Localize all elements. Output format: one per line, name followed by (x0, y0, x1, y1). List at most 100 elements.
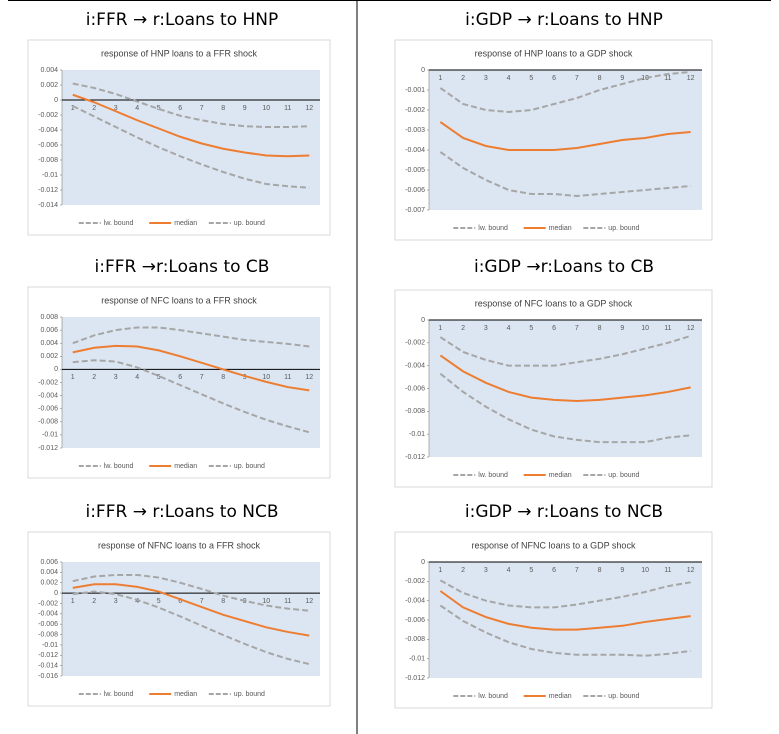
y-tick-label: -0.012 (38, 187, 58, 194)
chart-panel: i:GDP →r:Loans to CB response of NFC loan… (394, 257, 713, 488)
x-tick-label: 11 (664, 567, 671, 574)
legend-label: up. bound (608, 225, 639, 232)
legend-label: lw. bound (478, 225, 508, 232)
legend-label: lw. bound (478, 472, 508, 479)
panel-heading: i:GDP → r:Loans to HNP (465, 10, 663, 30)
y-tick-label: -0.001 (405, 87, 425, 94)
y-tick-label: -0.004 (405, 363, 425, 370)
x-tick-label: 2 (92, 105, 96, 112)
chart-panel: i:FFR →r:Loans to CB response of NFC loan… (27, 257, 331, 479)
y-tick-label: -0.01 (42, 432, 58, 439)
x-tick-label: 12 (305, 598, 313, 605)
x-tick-label: 2 (461, 567, 465, 574)
x-tick-label: 6 (552, 75, 556, 82)
y-tick-label: -0.005 (405, 167, 425, 174)
y-tick-label: 0.004 (40, 569, 58, 576)
chart-title: response of NFNC loans to a GDP shock (472, 540, 636, 550)
series-line (439, 579, 691, 609)
y-tick-label: 0.006 (40, 327, 58, 334)
legend-label: median (549, 693, 572, 700)
x-tick-label: 6 (552, 567, 556, 574)
x-tick-label: 3 (484, 75, 488, 82)
legend-label: median (549, 225, 572, 232)
series-line (72, 590, 310, 666)
x-tick-label: 11 (284, 105, 291, 112)
legend-label: median (549, 472, 572, 479)
legend-label: lw. bound (104, 691, 134, 698)
y-tick-label: -0.003 (405, 127, 425, 134)
x-tick-label: 3 (484, 325, 488, 332)
x-tick-label: 3 (114, 105, 118, 112)
legend-label: up. bound (608, 693, 639, 700)
chart-title: response of NFNC loans to a FFR shock (98, 540, 261, 550)
x-tick-label: 9 (243, 105, 247, 112)
x-tick-label: 1 (71, 598, 75, 605)
series-line (439, 335, 691, 367)
y-tick-label: 0 (54, 590, 58, 597)
y-tick-label: -0.012 (38, 445, 58, 452)
y-tick-label: -0.002 (405, 578, 425, 585)
x-tick-label: 8 (221, 598, 225, 605)
y-tick-label: -0.004 (405, 147, 425, 154)
plot-area (62, 70, 320, 205)
x-tick-label: 10 (641, 75, 649, 82)
y-tick-label: -0.012 (38, 652, 58, 659)
x-tick-label: 10 (262, 598, 270, 605)
chart-title: response of HNP loans to a FFR shock (101, 48, 257, 58)
x-tick-label: 2 (92, 598, 96, 605)
y-tick-label: 0.002 (40, 353, 58, 360)
x-tick-label: 4 (135, 598, 139, 605)
x-tick-label: 11 (664, 75, 671, 82)
panel-heading: i:FFR →r:Loans to CB (95, 257, 270, 277)
legend-label: median (174, 220, 197, 227)
x-tick-label: 1 (438, 567, 442, 574)
series-line (439, 372, 691, 444)
y-tick-label: -0.016 (38, 673, 58, 680)
y-tick-label: -0.008 (405, 636, 425, 643)
y-tick-label: -0.004 (38, 127, 58, 134)
series-line (439, 590, 691, 631)
series-line (439, 354, 691, 403)
y-tick-label: -0.006 (38, 406, 58, 413)
series-line (439, 121, 691, 151)
legend-label: lw. bound (104, 220, 134, 227)
series-line (72, 82, 310, 128)
y-tick-label: 0.006 (40, 559, 58, 566)
plot-area (429, 70, 702, 210)
x-tick-label: 10 (262, 105, 270, 112)
x-tick-label: 3 (114, 374, 118, 381)
legend-label: up. bound (234, 220, 265, 227)
x-tick-label: 9 (243, 374, 247, 381)
x-tick-label: 8 (598, 75, 602, 82)
series-line (72, 344, 310, 392)
y-tick-label: 0.002 (40, 82, 58, 89)
x-tick-label: 4 (507, 325, 511, 332)
legend-label: lw. bound (104, 463, 134, 470)
x-tick-label: 5 (529, 75, 533, 82)
x-tick-label: 5 (157, 598, 161, 605)
x-tick-label: 8 (221, 374, 225, 381)
y-tick-label: -0.002 (38, 112, 58, 119)
y-tick-label: 0.002 (40, 580, 58, 587)
x-tick-label: 5 (157, 374, 161, 381)
series-line (439, 604, 691, 657)
y-tick-label: 0 (421, 67, 425, 74)
panel-heading: i:FFR → r:Loans to HNP (86, 10, 279, 30)
x-tick-label: 12 (687, 567, 695, 574)
x-tick-label: 7 (575, 567, 579, 574)
x-tick-label: 8 (598, 325, 602, 332)
y-tick-label: -0.006 (405, 385, 425, 392)
chart-panel: i:GDP → r:Loans to HNP response of HNP lo… (394, 10, 713, 241)
x-tick-label: 1 (71, 374, 75, 381)
y-tick-label: -0.012 (405, 454, 425, 461)
series-line (72, 105, 310, 189)
chart-title: response of NFC loans to a FFR shock (101, 295, 257, 305)
y-tick-label: -0.01 (409, 431, 425, 438)
legend-label: median (174, 463, 197, 470)
y-tick-label: -0.004 (405, 598, 425, 605)
x-tick-label: 11 (284, 598, 291, 605)
panel-heading: i:GDP → r:Loans to NCB (465, 502, 663, 522)
legend-label: up. bound (608, 472, 639, 479)
x-tick-label: 4 (507, 75, 511, 82)
